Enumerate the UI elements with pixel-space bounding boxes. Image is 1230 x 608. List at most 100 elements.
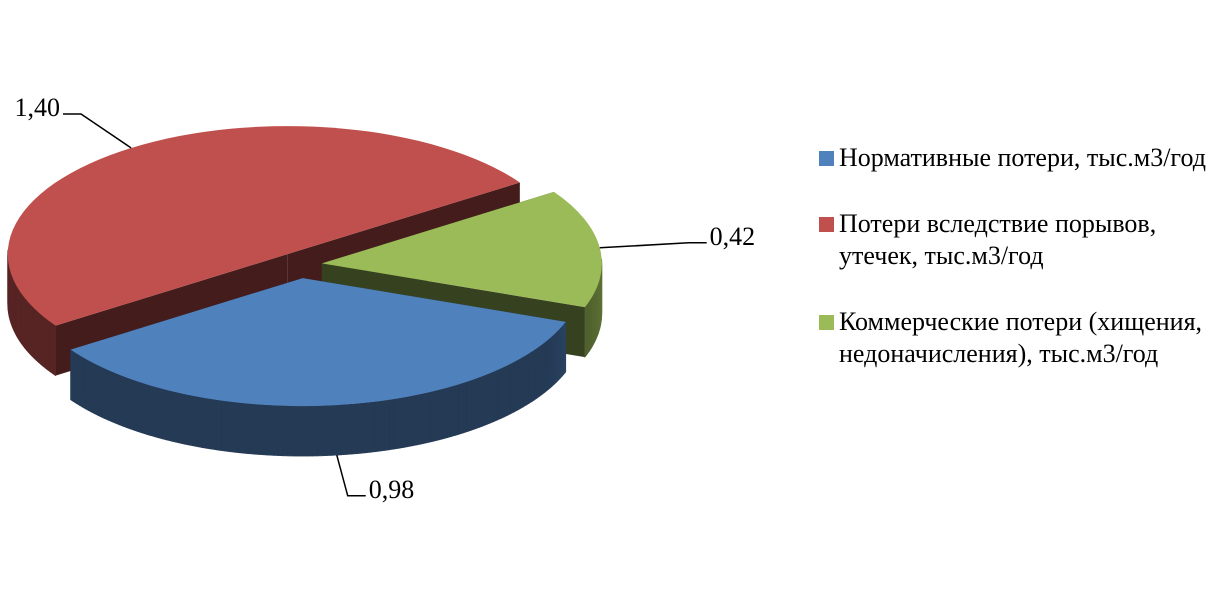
slice-side [528, 350, 533, 404]
leader-line [336, 454, 366, 497]
slice-side [326, 405, 333, 456]
legend-item: Нормативные потери, тыс.м3/год [815, 142, 1215, 174]
slice-side [446, 386, 452, 439]
legend-swatch [819, 315, 834, 330]
slice-side [486, 372, 491, 426]
slice-side [225, 400, 231, 453]
slice-side [220, 400, 226, 452]
slice-side [104, 368, 109, 421]
slice-side [215, 399, 222, 451]
slice-side [474, 377, 480, 430]
slice-side [442, 387, 448, 440]
slice-side [229, 401, 236, 453]
slice-side [258, 404, 265, 456]
slice-side [556, 329, 559, 383]
slice-side [493, 369, 498, 423]
slice-side [52, 323, 56, 377]
slice-side [81, 356, 86, 410]
slice-side [542, 341, 546, 395]
slice-side [407, 395, 413, 448]
slice-side [35, 309, 39, 363]
slice-side [551, 333, 555, 387]
slice-side [416, 393, 422, 446]
slice-side [211, 398, 217, 451]
slice-side [206, 398, 212, 450]
slice-side [374, 400, 381, 453]
slice-side [273, 405, 279, 456]
slice-side [129, 378, 135, 431]
slice-side [202, 397, 208, 449]
legend-label: Потери вследствие порывов, утечек, тыс.м… [839, 209, 1157, 270]
slice-side [346, 403, 352, 455]
slice-side [277, 405, 284, 457]
slice-side [370, 401, 376, 453]
slice-side [111, 371, 116, 424]
slice-side [402, 396, 408, 448]
slice-side [336, 404, 342, 456]
slice-side [75, 352, 80, 406]
slice-side [516, 358, 521, 411]
data-label: 1,40 [15, 93, 61, 122]
data-label: 0,98 [369, 475, 415, 504]
chart: 0,98 1,40 0,42 [7, 93, 755, 504]
slice-side [496, 368, 501, 421]
slice-side [70, 349, 74, 403]
slice-side [433, 389, 439, 442]
slice-side [341, 404, 347, 456]
slice-side [507, 363, 512, 416]
slice-side [94, 363, 99, 416]
slice-side [312, 405, 318, 457]
slice-side [44, 317, 48, 371]
slice-side [549, 335, 553, 389]
slice-side [531, 349, 536, 403]
slice-side [197, 396, 203, 448]
slice-side [539, 343, 543, 397]
slice-side [384, 399, 390, 451]
slice-side [268, 404, 274, 456]
slice-side [115, 372, 120, 426]
slice-side [519, 356, 524, 410]
slice-side [42, 315, 46, 369]
slice-side [307, 405, 313, 457]
slice-side [97, 364, 102, 418]
leader-line [599, 242, 707, 249]
slice-side [126, 377, 131, 430]
slice-side [544, 339, 548, 393]
slice-side [450, 385, 456, 438]
pie-slice [7, 126, 520, 326]
slice-side [175, 391, 181, 444]
slice-side [458, 382, 464, 435]
slice-side [154, 386, 159, 439]
slice-side [239, 402, 245, 454]
slice-side [547, 337, 551, 391]
slice-side [429, 390, 435, 443]
slice-side [282, 405, 289, 457]
slice-side [331, 404, 338, 456]
slice-side [100, 366, 105, 420]
legend-swatch [819, 217, 834, 232]
slice-side [91, 361, 95, 415]
slice-side [554, 331, 557, 385]
legend-label: Коммерческие потери (хищения, недоначисл… [839, 307, 1203, 368]
slice-side [118, 374, 124, 427]
legend-item: Потери вследствие порывов, утечек, тыс.м… [815, 208, 1215, 272]
legend-item: Коммерческие потери (хищения, недоначисл… [815, 306, 1215, 370]
slice-side [184, 393, 190, 446]
slice-side [137, 381, 143, 434]
slice-side [411, 394, 417, 447]
slice-side [170, 390, 176, 443]
slice-side [234, 401, 240, 454]
legend-swatch [819, 151, 834, 166]
legend-label: Нормативные потери, тыс.м3/год [839, 143, 1206, 172]
slice-side [584, 304, 587, 359]
slice-side [360, 402, 366, 454]
slice-side [179, 392, 185, 445]
slice-side [503, 364, 508, 418]
slice-side [297, 405, 303, 457]
slice-side [420, 392, 426, 445]
slice-side [438, 388, 443, 441]
slice-side [351, 403, 357, 455]
slice-side [462, 381, 468, 434]
slice-side [302, 405, 308, 457]
